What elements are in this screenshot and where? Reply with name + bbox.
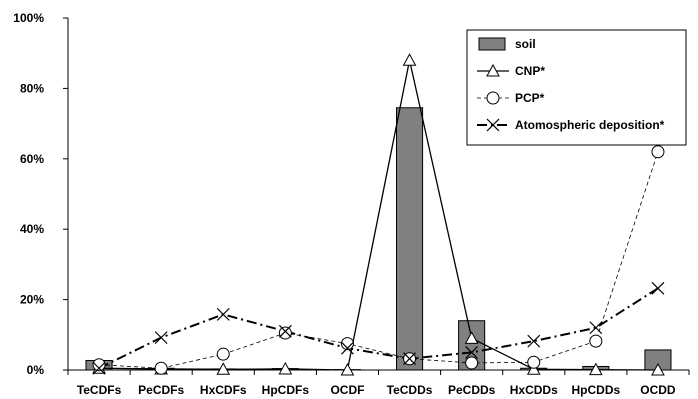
series-line-3 (98, 287, 659, 370)
series-marker-1 (464, 331, 479, 344)
soil-bar (458, 320, 486, 371)
x-marker-stroke (216, 307, 230, 321)
series-marker-3 (154, 331, 168, 345)
series-marker-1 (340, 362, 355, 376)
series-marker-3 (92, 361, 106, 375)
y-tick-label: 100% (13, 11, 44, 25)
series-marker-1 (278, 361, 293, 375)
x-marker-stroke (154, 331, 168, 345)
series-marker-3 (403, 352, 416, 366)
x-tick-label: TeCDFs (77, 383, 122, 397)
x-marker-stroke (278, 324, 292, 338)
x-tick-label: HpCDDs (572, 383, 621, 397)
x-axis-labels: TeCDFs PeCDFs HxCDFs HpCDFs OCDF TeCDDs PeCDDs… (67, 370, 690, 397)
series-marker-1 (402, 53, 417, 66)
series-markers (92, 53, 665, 376)
series-marker-3 (651, 281, 665, 295)
legend-marker (486, 91, 500, 105)
legend-marker (486, 118, 500, 132)
legend-label: Atomospheric deposition* (515, 118, 665, 132)
soil-bar (396, 107, 424, 371)
x-marker-stroke (589, 321, 603, 335)
series-marker-2 (465, 356, 479, 370)
x-tick-label: PeCDFs (138, 383, 184, 397)
series-marker-1 (651, 362, 665, 376)
series-marker-2 (340, 337, 354, 351)
x-marker-stroke (403, 352, 416, 366)
y-tick-label: 40% (20, 222, 44, 236)
x-tick-label: PeCDDs (448, 383, 496, 397)
series-marker-1 (526, 362, 541, 375)
series-lines (98, 60, 659, 371)
x-marker-stroke (465, 345, 479, 359)
legend-label: soil (515, 37, 536, 51)
series-line-1 (99, 60, 658, 371)
series-marker-2 (92, 358, 106, 372)
legend-marker (486, 63, 500, 77)
series-marker-3 (216, 307, 230, 321)
series-marker-2 (216, 347, 230, 361)
x-tick-label: HxCDFs (200, 383, 247, 397)
series-marker-2 (651, 145, 665, 159)
series-line-2 (99, 151, 659, 369)
series-marker-3 (527, 334, 541, 348)
y-tick-label: 20% (20, 293, 44, 307)
y-axis-ticks: 0% 20% 40% 60% 80% 100% (13, 11, 68, 377)
x-tick-label: HpCDFs (262, 383, 310, 397)
x-marker-stroke (651, 281, 665, 295)
y-tick-label: 80% (20, 81, 44, 95)
x-marker-stroke (341, 341, 354, 355)
series-marker-2 (589, 334, 603, 348)
series-marker-3 (278, 324, 292, 338)
legend-swatch (478, 37, 506, 51)
series-marker-3 (341, 341, 354, 355)
x-marker-stroke (92, 361, 106, 375)
series-marker-2 (527, 355, 541, 369)
x-tick-label: TeCDDs (387, 383, 433, 397)
series-marker-2 (278, 326, 292, 340)
legend-label: CNP* (515, 64, 545, 78)
x-tick-label: OCDD (640, 383, 676, 397)
x-marker-stroke (527, 334, 541, 348)
series-marker-1 (589, 362, 603, 376)
series-marker-1 (216, 362, 231, 375)
x-tick-label: HxCDDs (510, 383, 558, 397)
legend-label: PCP* (515, 91, 545, 105)
series-marker-2 (154, 361, 168, 375)
y-tick-label: 60% (20, 152, 44, 166)
y-tick-label: 0% (27, 363, 45, 377)
series-marker-3 (589, 321, 603, 335)
x-tick-label: OCDF (330, 383, 364, 397)
x-marker-stroke (486, 118, 500, 132)
series-marker-3 (465, 345, 479, 359)
legend: soil CNP* PCP* Atomospheric deposition* (466, 29, 687, 146)
